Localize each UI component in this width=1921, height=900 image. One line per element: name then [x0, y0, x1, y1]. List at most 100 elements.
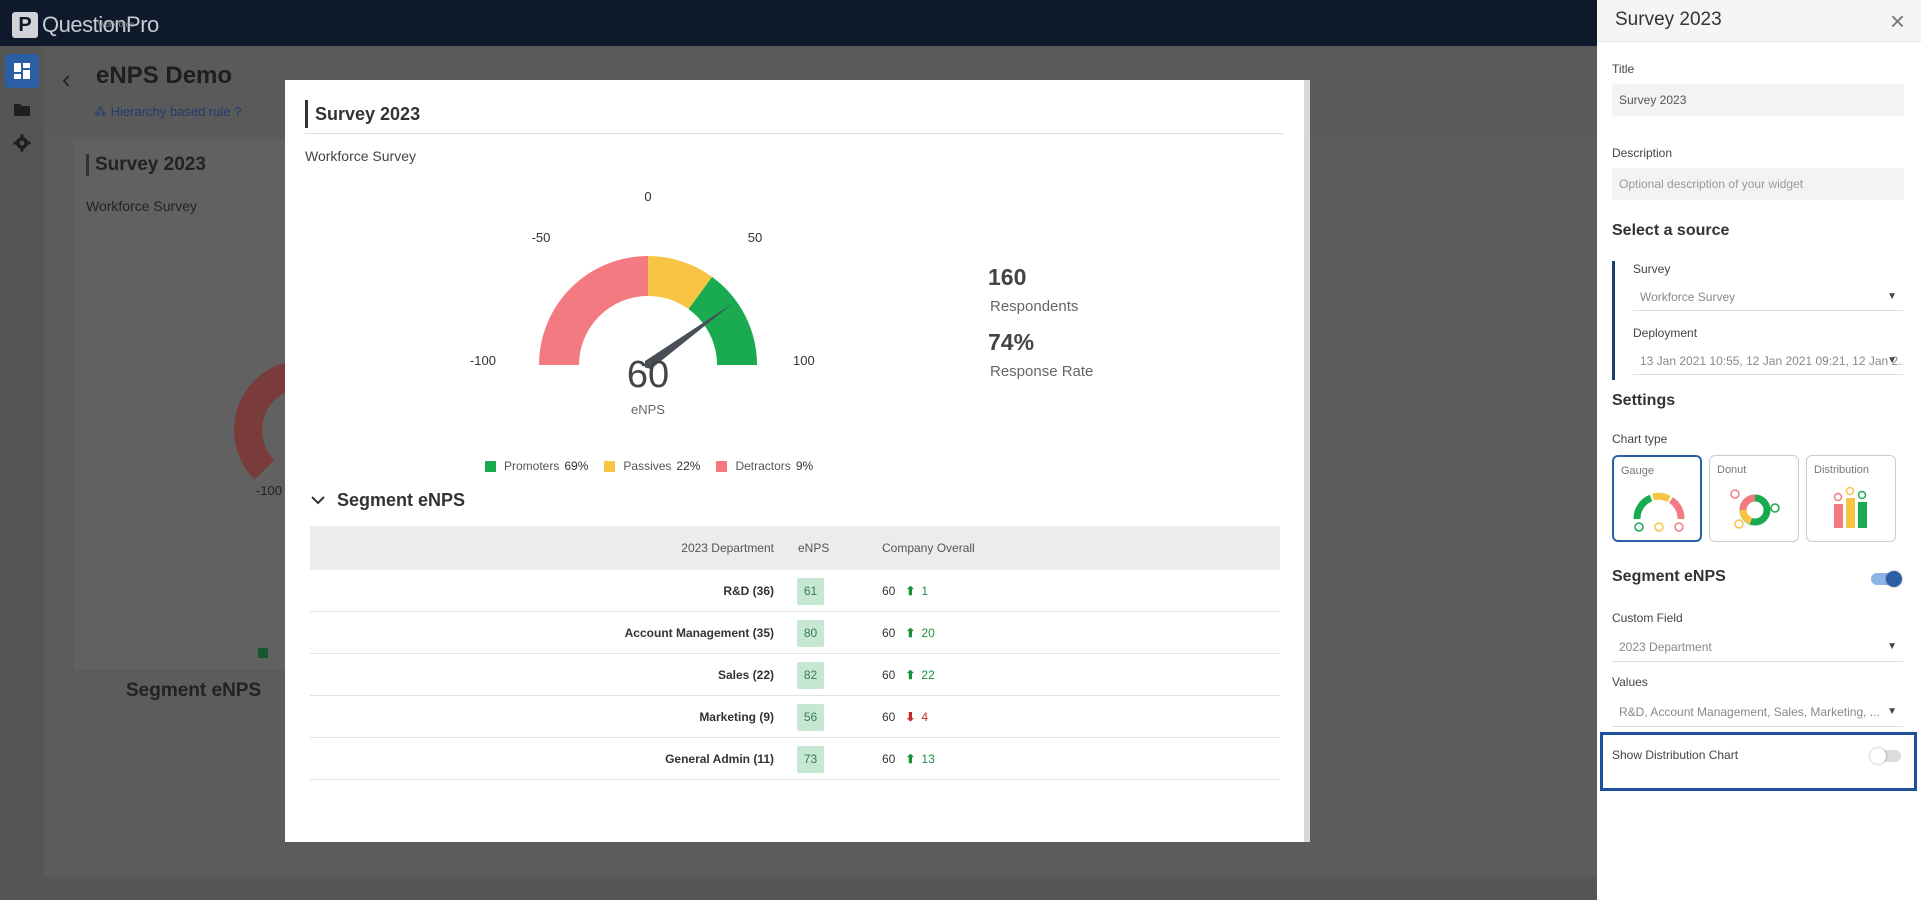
panel-title: Survey 2023 — [1615, 9, 1722, 30]
toggle-knob — [1870, 748, 1886, 764]
row-company-value: 60 — [882, 710, 896, 724]
distribution-chart-icon — [1833, 486, 1867, 528]
segment-enps-toggle[interactable]: Segment eNPS — [311, 490, 465, 511]
background-legend-swatch — [258, 648, 268, 658]
dashboard-icon[interactable] — [5, 54, 39, 88]
legend-value: 69% — [564, 459, 589, 473]
values-select[interactable]: R&D, Account Management, Sales, Marketin… — [1612, 697, 1903, 727]
row-department: Marketing (9) — [699, 710, 774, 724]
row-company-value: 60 — [882, 626, 896, 640]
logo-text: QuestionPro — [42, 12, 159, 37]
table-row: Sales (22) 82 60 ⬆ 22 — [310, 654, 1280, 696]
row-enps-badge: 61 — [797, 578, 824, 605]
row-company-value: 60 — [882, 584, 896, 598]
row-delta: 20 — [921, 626, 935, 640]
deployment-select[interactable]: 13 Jan 2021 10:55, 12 Jan 2021 09:21, 12… — [1633, 347, 1903, 375]
chart-type-distribution[interactable]: Distribution — [1806, 455, 1896, 542]
settings-panel: Survey 2023 × Title Survey 2023 Descript… — [1597, 0, 1921, 900]
table-header: 2023 Department eNPS Company Overall — [310, 526, 1280, 570]
survey-select[interactable]: Workforce Survey ▼ — [1633, 283, 1903, 311]
row-enps-badge: 82 — [797, 662, 824, 689]
table-row: R&D (36) 61 60 ⬆ 1 — [310, 570, 1280, 612]
description-label: Description — [1612, 146, 1673, 160]
legend-swatch — [604, 460, 616, 472]
legend-value: 9% — [795, 459, 814, 473]
gauge-chart-icon — [1633, 492, 1685, 532]
background-widget-subtitle: Workforce Survey — [86, 198, 197, 214]
segment-enps-label: Segment eNPS — [1612, 568, 1726, 585]
gauge-legend: Promoters 69% Passives 22% Detractors 9% — [485, 459, 829, 473]
row-department: R&D (36) — [723, 584, 774, 598]
column-header-enps[interactable]: eNPS — [798, 541, 830, 555]
caret-down-icon: ▼ — [1887, 706, 1897, 717]
logo-subtext: Workforce — [98, 20, 135, 29]
table-body: R&D (36) 61 60 ⬆ 1 Account Management (35) 80 6… — [310, 570, 1280, 780]
row-delta: 22 — [921, 668, 935, 682]
gauge-arc-detractors — [539, 256, 649, 366]
legend-detractors: Detractors 9% — [716, 459, 813, 473]
chart-type-donut[interactable]: Donut — [1709, 455, 1799, 542]
response-rate-value: 74% — [988, 329, 1035, 355]
gauge-value-label: eNPS — [631, 402, 665, 417]
legend-label: Promoters — [504, 459, 560, 473]
row-enps-badge: 56 — [797, 704, 824, 731]
back-chevron-icon[interactable]: ‹ — [62, 64, 71, 94]
column-header-company[interactable]: Company Overall — [882, 541, 975, 555]
enps-gauge: -100 -50 0 50 100 60 eNPS — [470, 189, 815, 417]
chevron-down-icon — [311, 492, 325, 510]
settings-heading: Settings — [1612, 392, 1676, 409]
hierarchy-rule-text: Hierarchy based rule — [110, 104, 231, 119]
background-widget-title: Survey 2023 — [86, 154, 206, 176]
row-delta: 4 — [921, 710, 929, 724]
row-delta: 13 — [921, 752, 935, 766]
arrow-up-icon: ⬆ — [905, 626, 916, 640]
chart-type-label: Chart type — [1612, 432, 1668, 446]
title-input[interactable]: Survey 2023 — [1612, 84, 1904, 116]
modal-scrollbar[interactable] — [1304, 80, 1310, 842]
legend-passives: Passives 22% — [604, 459, 700, 473]
legend-promoters: Promoters 69% — [485, 459, 588, 473]
close-icon[interactable]: × — [1889, 6, 1905, 36]
row-department: General Admin (11) — [665, 752, 774, 766]
chart-type-gauge[interactable]: Gauge — [1612, 455, 1702, 542]
legend-label: Detractors — [735, 459, 791, 473]
gauge-arc-promoters — [687, 276, 757, 366]
segment-enps-toggle-switch[interactable] — [1871, 571, 1902, 587]
custom-field-select[interactable]: 2023 Department ▼ — [1612, 632, 1903, 662]
arrow-up-icon: ⬆ — [905, 668, 916, 682]
arrow-up-icon: ⬆ — [905, 752, 916, 766]
row-company-overall: 60 ⬆ 13 — [882, 738, 935, 780]
caret-down-icon: ▼ — [1887, 291, 1897, 302]
background-gauge-tick: -100 — [256, 483, 283, 498]
gauge-tick-minus-100: -100 — [470, 353, 496, 368]
row-company-value: 60 — [882, 752, 896, 766]
caret-down-icon: ▼ — [1887, 641, 1897, 652]
legend-swatch — [716, 460, 728, 472]
logo-mark: P — [12, 12, 38, 38]
title-divider — [305, 133, 1283, 134]
source-accent-bar — [1612, 261, 1615, 380]
select-source-heading: Select a source — [1612, 222, 1730, 239]
custom-field-select-value: 2023 Department — [1619, 640, 1712, 654]
row-delta: 1 — [921, 584, 929, 598]
row-company-overall: 60 ⬇ 4 — [882, 696, 928, 738]
widget-preview-modal: Survey 2023 Workforce Survey -100 -50 0 … — [285, 80, 1310, 842]
gear-icon[interactable] — [5, 126, 39, 160]
gauge-tick-minus-50: -50 — [532, 230, 551, 245]
chart-type-distribution-label: Distribution — [1814, 464, 1870, 476]
description-input[interactable]: Optional description of your widget — [1612, 168, 1904, 200]
values-label: Values — [1612, 675, 1648, 689]
legend-swatch — [485, 460, 496, 472]
row-department: Account Management (35) — [624, 626, 774, 640]
column-header-department[interactable]: 2023 Department — [681, 541, 774, 555]
custom-field-label: Custom Field — [1612, 611, 1683, 625]
logo[interactable]: P QuestionPro — [12, 12, 159, 38]
legend-label: Passives — [623, 459, 672, 473]
hierarchy-rule-link[interactable]: ⁂ Hierarchy based rule ? — [94, 104, 241, 120]
show-distribution-toggle[interactable] — [1870, 748, 1901, 764]
gauge-tick-zero: 0 — [644, 189, 651, 204]
gauge-value: 60 — [627, 354, 669, 396]
row-company-value: 60 — [882, 668, 896, 682]
row-department: Sales (22) — [717, 668, 774, 682]
folder-icon[interactable] — [5, 92, 39, 126]
